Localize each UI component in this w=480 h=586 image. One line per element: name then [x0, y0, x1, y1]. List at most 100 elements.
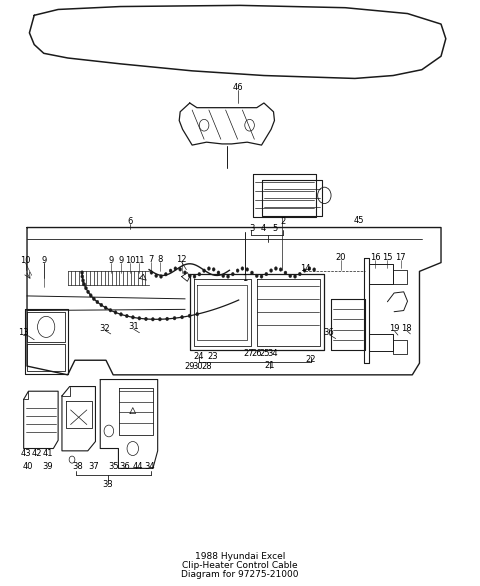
- Circle shape: [289, 274, 292, 278]
- Text: 4: 4: [261, 224, 266, 233]
- Text: 13: 13: [18, 328, 28, 338]
- Text: 31: 31: [129, 322, 139, 332]
- Circle shape: [207, 267, 210, 270]
- Circle shape: [138, 316, 141, 320]
- Text: 9: 9: [108, 255, 113, 265]
- Circle shape: [260, 275, 263, 278]
- Circle shape: [246, 268, 249, 271]
- Text: 16: 16: [370, 253, 380, 263]
- Text: 44: 44: [132, 462, 143, 471]
- Circle shape: [169, 269, 172, 272]
- Text: 25: 25: [259, 349, 270, 357]
- Text: 30: 30: [192, 362, 203, 371]
- Circle shape: [294, 275, 297, 278]
- Circle shape: [150, 271, 153, 274]
- Circle shape: [183, 271, 186, 274]
- Circle shape: [92, 297, 95, 301]
- Text: 1: 1: [242, 274, 247, 283]
- Circle shape: [255, 274, 258, 278]
- Circle shape: [164, 272, 167, 276]
- Circle shape: [279, 268, 282, 271]
- Text: 7: 7: [148, 255, 154, 264]
- Circle shape: [125, 314, 128, 318]
- Circle shape: [87, 290, 90, 294]
- Circle shape: [270, 269, 273, 272]
- Circle shape: [308, 267, 311, 270]
- Circle shape: [174, 267, 177, 270]
- Circle shape: [251, 271, 253, 274]
- Circle shape: [158, 318, 161, 321]
- Text: Clip-Heater Control Cable: Clip-Heater Control Cable: [182, 561, 298, 570]
- Text: 9: 9: [119, 255, 124, 265]
- Circle shape: [227, 275, 229, 278]
- Text: 36: 36: [324, 328, 335, 337]
- Text: 33: 33: [103, 481, 113, 489]
- Circle shape: [299, 272, 301, 276]
- Text: 19: 19: [389, 323, 399, 333]
- Circle shape: [96, 300, 99, 304]
- Circle shape: [155, 274, 157, 278]
- Circle shape: [82, 279, 84, 282]
- Circle shape: [236, 269, 239, 272]
- Text: 15: 15: [382, 253, 393, 263]
- Text: 26: 26: [252, 349, 262, 357]
- Circle shape: [173, 316, 176, 320]
- Circle shape: [303, 269, 306, 272]
- Text: 14: 14: [300, 264, 311, 273]
- Text: 24: 24: [193, 352, 204, 360]
- Circle shape: [203, 269, 205, 272]
- Text: 40: 40: [22, 462, 33, 471]
- Circle shape: [120, 312, 122, 316]
- Text: 5: 5: [272, 224, 277, 233]
- Text: 34: 34: [267, 349, 278, 357]
- Circle shape: [81, 271, 84, 274]
- Text: Diagram for 97275-21000: Diagram for 97275-21000: [181, 570, 299, 580]
- Text: 12: 12: [176, 255, 187, 264]
- Text: 6: 6: [127, 217, 132, 226]
- Text: 42: 42: [32, 449, 42, 458]
- Text: 41: 41: [42, 449, 53, 458]
- Text: 23: 23: [208, 352, 218, 360]
- Circle shape: [159, 275, 162, 278]
- Circle shape: [81, 275, 84, 278]
- Text: 17: 17: [396, 253, 406, 263]
- Text: 36: 36: [119, 462, 130, 471]
- Text: 9: 9: [41, 256, 47, 265]
- Circle shape: [109, 308, 112, 312]
- Circle shape: [89, 294, 92, 297]
- Text: 8: 8: [157, 255, 162, 264]
- Circle shape: [193, 275, 196, 278]
- Circle shape: [151, 318, 154, 321]
- Circle shape: [313, 268, 316, 271]
- Circle shape: [114, 311, 117, 314]
- Circle shape: [104, 306, 107, 309]
- Text: 11: 11: [134, 255, 145, 265]
- Text: 20: 20: [335, 253, 346, 263]
- Text: 34: 34: [144, 462, 156, 471]
- Circle shape: [132, 316, 134, 319]
- Text: 1988 Hyundai Excel: 1988 Hyundai Excel: [195, 551, 285, 561]
- Circle shape: [275, 267, 277, 270]
- Circle shape: [180, 315, 183, 319]
- Text: 28: 28: [201, 362, 212, 371]
- Circle shape: [241, 267, 244, 270]
- Circle shape: [284, 271, 287, 275]
- Text: 10: 10: [125, 255, 135, 265]
- Text: 35: 35: [108, 462, 119, 471]
- Circle shape: [188, 274, 191, 278]
- Text: 27: 27: [243, 349, 254, 357]
- Text: 45: 45: [353, 216, 364, 225]
- Text: 2: 2: [280, 217, 286, 226]
- Text: 29: 29: [184, 362, 194, 371]
- Text: 18: 18: [401, 323, 412, 333]
- Circle shape: [231, 272, 234, 276]
- Text: 46: 46: [232, 83, 243, 92]
- Text: 22: 22: [306, 355, 316, 364]
- Text: 38: 38: [72, 462, 83, 471]
- Text: 43: 43: [20, 449, 31, 458]
- Circle shape: [217, 271, 220, 274]
- Circle shape: [83, 282, 86, 286]
- Circle shape: [166, 317, 168, 321]
- Circle shape: [144, 317, 147, 321]
- Text: 32: 32: [100, 323, 110, 333]
